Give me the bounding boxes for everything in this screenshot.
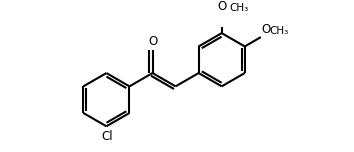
Text: O: O [148,35,157,48]
Text: O: O [217,0,226,13]
Text: Cl: Cl [101,130,113,143]
Text: CH₃: CH₃ [230,3,249,13]
Text: CH₃: CH₃ [269,26,288,36]
Text: O: O [262,23,271,36]
